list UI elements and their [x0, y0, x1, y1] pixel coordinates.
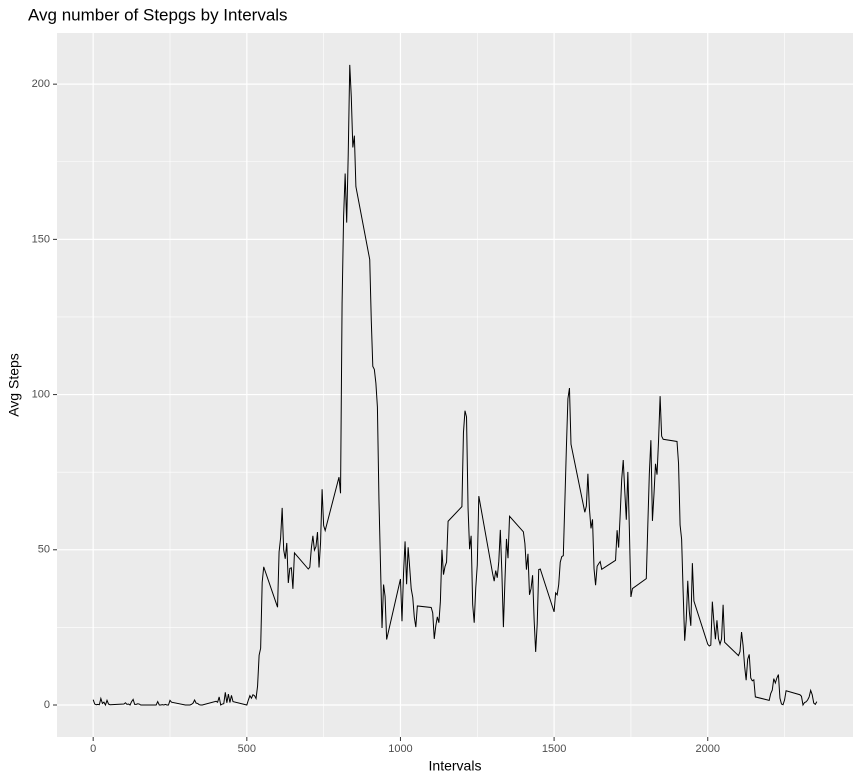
- y-tick-label: 50: [38, 544, 50, 556]
- x-tick-label: 0: [90, 743, 96, 755]
- x-axis-title: Intervals: [429, 758, 482, 774]
- y-tick-label: 0: [44, 699, 50, 711]
- y-axis-title: Avg Steps: [6, 353, 22, 417]
- y-tick-label: 150: [32, 233, 50, 245]
- x-tick-label: 500: [238, 743, 256, 755]
- x-tick-label: 2000: [695, 743, 719, 755]
- panel: [57, 33, 853, 737]
- line: [92, 64, 818, 707]
- y-tick-label: 100: [32, 388, 50, 400]
- y-tick-label: 200: [32, 78, 50, 90]
- chart-title: Avg number of Stepgs by Intervals: [28, 5, 288, 24]
- x-tick-label: 1500: [542, 743, 566, 755]
- x-tick-label: 1000: [388, 743, 412, 755]
